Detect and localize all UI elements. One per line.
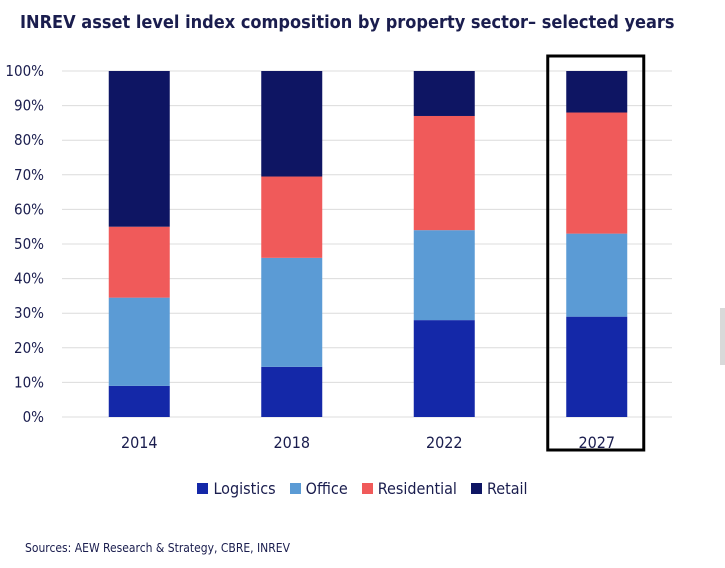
legend-swatch (289, 483, 301, 494)
legend-label: Retail (486, 479, 528, 498)
bar-segment-residential (413, 115, 475, 231)
x-axis-categories: 2014 2018 2022 2027 (121, 433, 615, 452)
bar-segment-retail (566, 71, 628, 113)
bar-segment-office (413, 230, 475, 321)
source-note: Sources: AEW Research & Strategy, CBRE, … (25, 541, 290, 555)
y-tick-label: 100% (5, 62, 44, 80)
y-tick-label: 0% (23, 408, 45, 426)
bar-segment-office (108, 297, 170, 386)
legend-swatch (361, 483, 373, 494)
legend-swatch (470, 483, 482, 494)
legend-item-office: Office (289, 479, 348, 498)
chart-title: INREV asset level index composition by p… (20, 12, 675, 33)
bar-segment-retail (261, 71, 323, 177)
x-category-label: 2014 (121, 433, 158, 452)
x-category-label: 2027 (578, 433, 615, 452)
bars (108, 71, 628, 417)
y-tick-label: 10% (14, 373, 44, 391)
highlight-frame (546, 54, 646, 452)
y-tick-label: 20% (14, 339, 44, 357)
legend-item-retail: Retail (470, 479, 528, 498)
y-tick-label: 60% (14, 200, 44, 218)
highlight-box (546, 54, 646, 452)
y-tick-label: 70% (14, 166, 44, 184)
bar-segment-office (261, 257, 323, 367)
bar-segment-residential (261, 176, 323, 258)
scrollbar-thumb[interactable] (720, 308, 725, 365)
y-axis-ticks: 0% 10% 20% 30% 40% 50% 60% 70% 80% 90% 100% (5, 62, 44, 426)
x-category-label: 2018 (273, 433, 310, 452)
stacked-bar-chart: 0%10%20%30%40%50%60%70%80%90%100% 2014 20… (5, 54, 672, 452)
bar-segment-retail (108, 71, 170, 227)
bar-segment-logistics (566, 316, 628, 417)
bar-segment-logistics (261, 366, 323, 417)
bar-segment-residential (108, 226, 170, 298)
legend-item-residential: Residential (361, 479, 457, 498)
legend: Logistics Office Residential Retail (0, 479, 725, 498)
legend-item-logistics: Logistics (197, 479, 276, 498)
y-tick-label: 80% (14, 131, 44, 149)
y-tick-label: 50% (14, 235, 44, 253)
legend-label: Logistics (213, 479, 276, 498)
bar-segment-logistics (108, 385, 170, 417)
y-tick-label: 30% (14, 304, 44, 322)
bar-segment-logistics (413, 320, 475, 417)
bar-segment-residential (566, 112, 628, 234)
legend-label: Residential (377, 479, 457, 498)
bar-segment-retail (413, 71, 475, 116)
x-category-label: 2022 (426, 433, 463, 452)
y-tick-label: 40% (14, 270, 44, 288)
bar-segment-office (566, 233, 628, 317)
legend-label: Office (305, 479, 348, 498)
y-tick-label: 90% (14, 97, 44, 115)
legend-swatch (197, 483, 209, 494)
